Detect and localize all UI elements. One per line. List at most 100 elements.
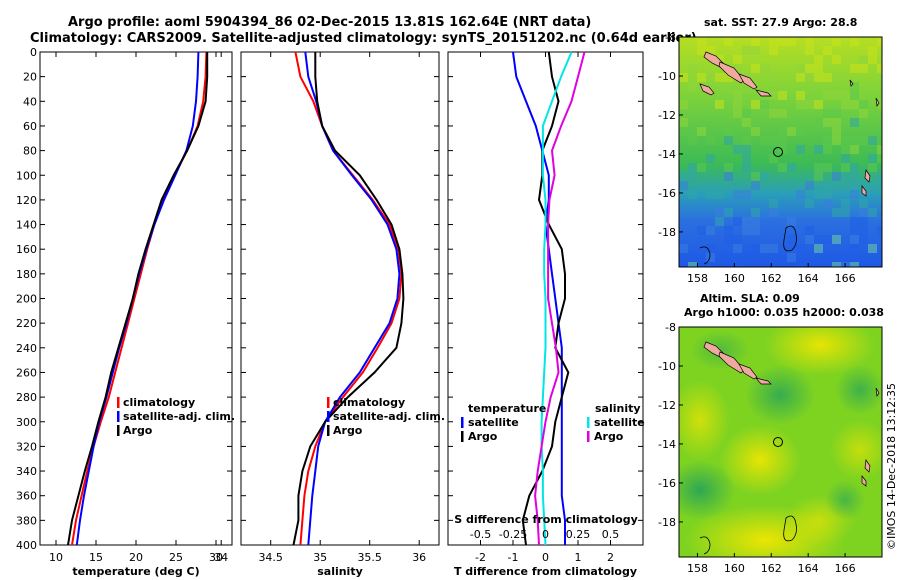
sst-pixel	[877, 226, 882, 235]
sst-pixel	[796, 64, 805, 73]
sst-pixel	[832, 136, 841, 145]
map-x-tick-label: 160	[724, 562, 745, 575]
x-tick-label: 2	[607, 551, 614, 564]
sst-pixel	[823, 73, 832, 82]
sst-pixel	[832, 55, 841, 64]
sst-pixel	[769, 253, 778, 262]
legend-swatch	[327, 425, 330, 436]
y-tick-label: 260	[16, 366, 37, 379]
legend-swatch	[117, 411, 120, 422]
y-tick-label: 20	[23, 71, 37, 84]
sst-pixel	[679, 244, 688, 253]
sst-pixel	[769, 154, 778, 163]
sst-pixel	[733, 55, 742, 64]
sst-pixel	[805, 235, 814, 244]
series-line-temperature-satellite	[512, 51, 566, 545]
x-tick-top-label: -0.25	[499, 528, 527, 541]
sst-pixel	[769, 37, 778, 46]
sst-pixel	[778, 37, 787, 46]
sst-pixel	[742, 154, 751, 163]
sst-pixel	[715, 217, 724, 226]
legend-label: climatology	[333, 396, 405, 409]
sst-pixel	[796, 127, 805, 136]
sst-pixel	[850, 217, 859, 226]
sst-pixel	[724, 172, 733, 181]
sst-pixel	[850, 37, 859, 46]
panel-salinity: 34 34.5 35 35.5 36 salinity climatologysatelli…	[214, 51, 445, 578]
sst-pixel	[742, 217, 751, 226]
sst-pixel	[688, 136, 697, 145]
x-axis-label-top: S difference from climatology	[454, 513, 638, 526]
map-y-tick-label: -8	[665, 321, 676, 334]
x-axis-label: temperature (deg C)	[72, 565, 199, 578]
sst-pixel	[778, 136, 787, 145]
sst-pixel	[697, 226, 706, 235]
map-x-tick-label: 164	[798, 562, 819, 575]
y-tick-label: 300	[16, 416, 37, 429]
sst-pixel	[814, 235, 823, 244]
series-line-temperature-argo	[521, 51, 570, 546]
sst-pixel	[724, 37, 733, 46]
sst-pixel	[859, 217, 868, 226]
y-tick-label: 240	[16, 342, 37, 355]
legend-swatch	[587, 417, 590, 428]
sst-pixel	[832, 235, 841, 244]
sst-pixel	[787, 127, 796, 136]
x-tick-label: 35	[313, 551, 327, 564]
sst-pixel	[787, 37, 796, 46]
sst-pixel	[751, 37, 760, 46]
sst-pixel	[742, 190, 751, 199]
sst-pixel	[814, 64, 823, 73]
sst-pixel	[751, 181, 760, 190]
sst-pixel	[733, 235, 742, 244]
sst-pixel	[751, 172, 760, 181]
legend-swatch	[117, 397, 120, 408]
x-tick-label: 1	[575, 551, 582, 564]
sst-pixel	[706, 73, 715, 82]
sst-pixel	[706, 244, 715, 253]
sst-pixel	[877, 253, 882, 262]
sst-pixel	[688, 172, 697, 181]
sst-pixel	[742, 226, 751, 235]
x-tick-label: 30	[209, 551, 223, 564]
legend-swatch	[117, 425, 120, 436]
sst-pixel	[850, 262, 859, 267]
map-x-tick-label: 166	[835, 562, 856, 575]
sst-pixel	[769, 73, 778, 82]
sst-pixel	[751, 217, 760, 226]
sst-pixel	[742, 145, 751, 154]
sst-pixel	[751, 244, 760, 253]
x-tick-top-label: 0.5	[602, 528, 620, 541]
sst-pixel	[859, 55, 868, 64]
sst-pixel	[868, 136, 877, 145]
sst-pixel	[877, 64, 882, 73]
sst-pixel	[832, 37, 841, 46]
sst-pixel	[769, 109, 778, 118]
sst-pixel	[805, 100, 814, 109]
x-tick-label: 10	[49, 551, 63, 564]
sst-pixel	[850, 172, 859, 181]
sst-pixel	[760, 64, 769, 73]
sst-pixel	[868, 154, 877, 163]
legend-label: satellite-adj. clim.	[333, 410, 445, 423]
map-y-tick-label: -12	[658, 399, 676, 412]
map-x-tick-label: 164	[798, 272, 819, 285]
sst-islands	[699, 51, 880, 265]
sst-pixel	[841, 154, 850, 163]
sst-pixel	[724, 208, 733, 217]
sst-pixel	[679, 127, 688, 136]
sst-pixel	[814, 73, 823, 82]
sst-argo-marker	[773, 147, 783, 157]
sst-pixel	[769, 244, 778, 253]
sst-pixel	[751, 208, 760, 217]
x-tick-label: -1	[508, 551, 519, 564]
sst-pixel	[724, 253, 733, 262]
sst-pixel	[706, 46, 715, 55]
sst-pixel	[868, 253, 877, 262]
sst-pixel	[787, 253, 796, 262]
sst-pixel	[796, 91, 805, 100]
sst-pixel	[760, 136, 769, 145]
sst-pixel	[742, 118, 751, 127]
sst-pixel	[751, 226, 760, 235]
sst-pixel	[742, 163, 751, 172]
